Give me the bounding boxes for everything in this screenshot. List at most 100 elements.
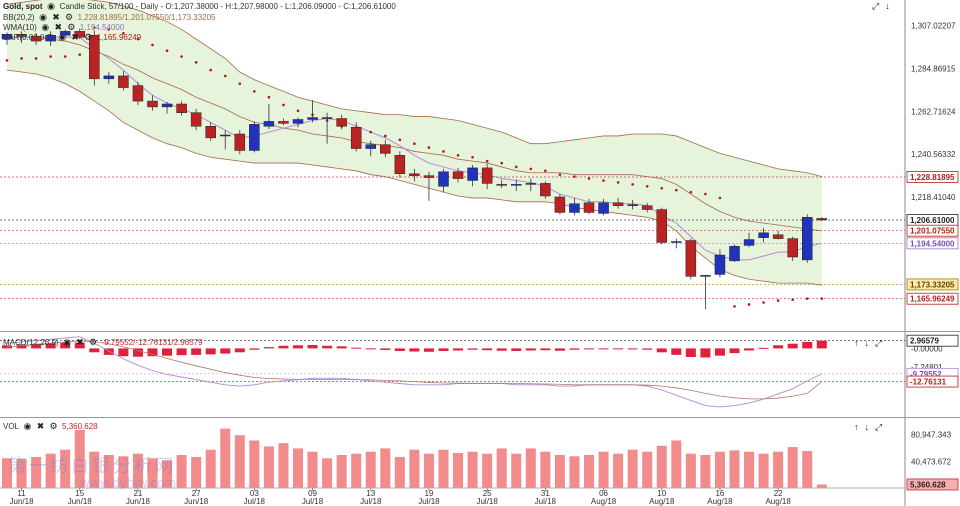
sar-dot: [239, 82, 242, 85]
sar-dot: [6, 59, 9, 62]
eye-icon[interactable]: ◉: [23, 422, 32, 431]
eye-icon[interactable]: ◉: [39, 13, 48, 22]
volume-bar: [584, 455, 594, 488]
close-icon[interactable]: ✖: [54, 23, 63, 32]
sar-dot: [180, 55, 183, 58]
sar-dot: [631, 183, 634, 186]
sar-dot: [646, 185, 649, 188]
eye-icon[interactable]: ◉: [41, 23, 50, 32]
volume-bar: [540, 452, 550, 488]
vol-legend: VOL ◉ ✖ ⚙ 5,360.628: [3, 422, 98, 431]
volume-bar: [264, 446, 274, 488]
macd-hist-bar: [628, 348, 638, 349]
macd-hist-bar: [409, 348, 419, 351]
gear-icon[interactable]: ⚙: [89, 338, 98, 347]
volume-bar: [599, 452, 609, 488]
candle-body: [468, 168, 478, 181]
expand-icon[interactable]: ⤢: [875, 422, 882, 433]
macd-hist-bar: [308, 345, 318, 348]
candle-body: [657, 210, 667, 243]
volume-bar: [191, 457, 201, 488]
macd-hist-bar: [744, 348, 754, 350]
candle-body: [380, 145, 390, 154]
expand-icon[interactable]: ⤢: [875, 338, 882, 349]
candle-body: [730, 246, 740, 261]
close-icon[interactable]: ✖: [52, 13, 61, 22]
move-up-icon[interactable]: ↑: [854, 422, 859, 433]
volume-bar: [177, 455, 187, 488]
volume-bar: [657, 446, 667, 488]
macd-hist-bar: [264, 347, 274, 348]
price-tick-label: 1,240.56332: [911, 150, 956, 159]
volume-bar: [366, 452, 376, 488]
candle-body: [788, 239, 798, 257]
sar-dot: [253, 90, 256, 93]
volume-bar: [351, 454, 361, 488]
candle-body: [482, 168, 492, 183]
macd-pane[interactable]: -0.00000 -7.24801 2.96579 -9.79552 -12.76131…: [0, 332, 960, 418]
bb-legend: BB(20,2) ◉ ✖ ⚙ 1,228.81895/1,201.07550/1…: [3, 13, 216, 22]
candle-body: [366, 145, 376, 149]
eye-icon[interactable]: ◉: [58, 33, 67, 42]
volume-bar: [206, 450, 216, 488]
sar-dot: [166, 49, 169, 52]
volume-bar: [337, 455, 347, 488]
volume-bar: [308, 452, 318, 488]
watermark-url: www.dyhjw.com: [80, 476, 176, 490]
candle-body: [220, 135, 230, 136]
volume-bar: [409, 450, 419, 488]
candle-body: [293, 119, 303, 123]
price-pane[interactable]: 1,307.02207 1,284.86915 1,262.71624 1,240.5…: [0, 0, 960, 332]
macd-hist-bar: [569, 348, 579, 349]
gear-icon[interactable]: ⚙: [84, 33, 93, 42]
move-down-icon[interactable]: ↓: [885, 1, 890, 12]
sar-dot: [762, 301, 765, 304]
macd-hist-bar: [759, 348, 769, 349]
move-down-icon[interactable]: ↓: [865, 422, 870, 433]
macd-hist-bar: [424, 348, 434, 351]
candle-body: [249, 124, 259, 150]
eye-icon[interactable]: ◉: [63, 338, 72, 347]
macd-hist-bar: [453, 348, 463, 350]
move-down-icon[interactable]: ↓: [865, 338, 870, 349]
sar-values: 1,165.96249: [97, 33, 142, 42]
sar-dot: [209, 69, 212, 72]
sar-dot: [399, 139, 402, 142]
volume-bar: [802, 451, 812, 488]
volume-bar: [497, 448, 507, 488]
candle-body: [526, 183, 536, 184]
x-tick-month: Aug/18: [765, 497, 791, 506]
candle-body: [278, 121, 288, 123]
candle-body: [453, 172, 463, 179]
volume-bar: [511, 454, 521, 488]
close-icon[interactable]: ✖: [76, 338, 85, 347]
sar-dot: [530, 168, 533, 171]
macd-hist-bar: [351, 348, 361, 349]
price-badge-text: 1,194.54000: [910, 239, 955, 248]
macd-hist-bar: [584, 348, 594, 349]
x-tick-month: Jul/18: [302, 497, 324, 506]
macd-hist-bar: [642, 348, 652, 349]
expand-icon[interactable]: ⤢: [872, 1, 879, 12]
macd-label: MACD(12,26,9): [3, 338, 59, 347]
macd-hist-bar: [177, 348, 187, 355]
gear-icon[interactable]: ⚙: [49, 422, 58, 431]
candle-body: [206, 126, 216, 138]
close-icon[interactable]: ✖: [36, 422, 45, 431]
candle-body: [191, 113, 201, 127]
gear-icon[interactable]: ⚙: [67, 23, 76, 32]
sar-dot: [573, 175, 576, 178]
eye-icon[interactable]: ◉: [47, 2, 56, 11]
move-up-icon[interactable]: ↑: [854, 338, 859, 349]
sar-dot: [224, 75, 227, 78]
close-icon[interactable]: ✖: [71, 33, 80, 42]
price-badge-text: 1,228.81895: [910, 173, 955, 182]
wma-label: WMA(10): [3, 23, 37, 32]
sar-dot: [617, 181, 620, 184]
volume-bar: [380, 448, 390, 488]
price-chart[interactable]: 1,307.02207 1,284.86915 1,262.71624 1,240.5…: [0, 0, 960, 332]
gear-icon[interactable]: ⚙: [65, 13, 74, 22]
candle-body: [671, 242, 681, 243]
sar-label: SAR(0.02,0.2): [3, 33, 54, 42]
volume-bar: [439, 450, 449, 488]
